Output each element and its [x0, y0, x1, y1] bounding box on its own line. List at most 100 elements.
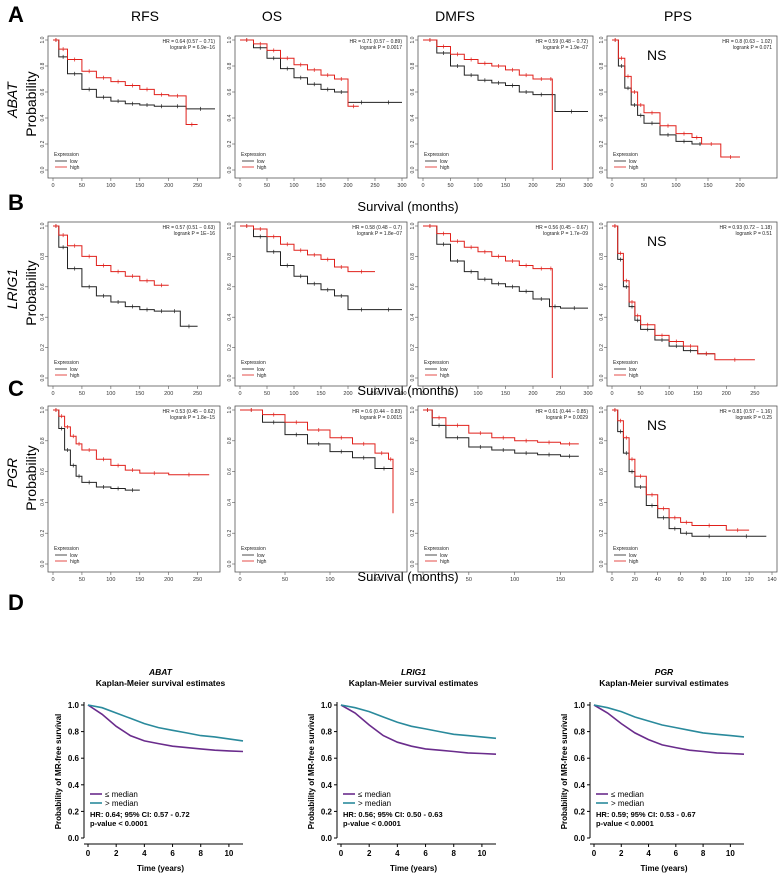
- y-tick-label: 0.4: [227, 314, 233, 321]
- y-tick-label: 0.6: [40, 88, 46, 95]
- x-tick-label: 50: [264, 183, 270, 189]
- legend-label-below-median: ≤ median: [358, 790, 391, 799]
- legend-label-low: low: [257, 367, 265, 373]
- y-tick-label: 0.2: [227, 344, 233, 351]
- legend-label-low: low: [257, 553, 265, 559]
- y-tick-label: 1.0: [599, 406, 605, 413]
- y-tick-label: 0.8: [599, 253, 605, 260]
- x-tick-label: 120: [745, 577, 754, 583]
- survival-axis-title-c: Survival (months): [357, 569, 459, 584]
- legend-title: Expression: [54, 546, 79, 552]
- y-tick-label: 1.0: [227, 222, 233, 229]
- x-tick-label: 0: [86, 849, 91, 858]
- y-tick-label: 1.0: [321, 701, 333, 710]
- plot-title: Kaplan-Meier survival estimates: [349, 678, 479, 688]
- y-tick-label: 0.4: [40, 314, 46, 321]
- x-tick-label: 100: [510, 577, 519, 583]
- x-tick-label: 250: [556, 183, 565, 189]
- y-axis-title: Probability of MR-free survival: [307, 714, 316, 830]
- legend-title: Expression: [424, 546, 449, 552]
- x-tick-label: 60: [678, 577, 684, 583]
- hazard-ratio-text: HR: 0.59; 95% CI: 0.53 - 0.67: [596, 810, 696, 819]
- x-axis-title: Time (years): [641, 864, 688, 873]
- column-head-os: OS: [261, 8, 283, 24]
- plot-title: Kaplan-Meier survival estimates: [96, 678, 226, 688]
- x-tick-label: 150: [501, 183, 510, 189]
- km-line-low: [240, 225, 402, 311]
- x-tick-label: 8: [452, 849, 457, 858]
- y-tick-label: 0.2: [599, 140, 605, 147]
- y-tick-label: 0.0: [227, 560, 233, 567]
- km-plot-b-pps: 0.0 0.2 0.4 0.6 0.8 1.0 0 50 100 150 200 250 HR = 0.…: [599, 221, 778, 397]
- legend-title: Expression: [424, 360, 449, 366]
- p-value-text: p-value < 0.0001: [596, 819, 654, 828]
- x-tick-label: 150: [316, 183, 325, 189]
- x-tick-label: 100: [665, 391, 674, 397]
- x-tick-label: 50: [447, 183, 453, 189]
- hazard-ratio-text: HR = 0.53 (0.45 − 0.62): [162, 409, 215, 415]
- x-tick-label: 150: [370, 577, 379, 583]
- y-tick-label: 1.0: [599, 222, 605, 229]
- legend-label-above-median: > median: [105, 799, 138, 808]
- legend-title: Expression: [424, 152, 449, 158]
- x-tick-label: 100: [325, 577, 334, 583]
- y-tick-label: 0.4: [321, 781, 333, 790]
- legend-label-high: high: [257, 559, 267, 565]
- y-tick-label: 0.6: [599, 468, 605, 475]
- y-tick-label: 0.2: [227, 140, 233, 147]
- x-tick-label: 50: [79, 183, 85, 189]
- y-tick-label: 1.0: [40, 36, 46, 43]
- y-tick-label: 0.0: [321, 834, 333, 843]
- km-plot-c-dmfs: 0.0 0.2 0.4 0.6 0.8 1.0 0 50 100 150 HR = 0.61 (0.…: [410, 405, 594, 583]
- x-tick-label: 150: [135, 577, 144, 583]
- legend-label-above-median: > median: [611, 799, 644, 808]
- km-line-high: [53, 39, 198, 125]
- x-tick-label: 40: [655, 577, 661, 583]
- y-tick-label: 0.6: [599, 88, 605, 95]
- legend-label-high: high: [440, 373, 450, 379]
- x-tick-label: 100: [473, 391, 482, 397]
- y-axis-title: Probability of MR-free survival: [54, 714, 63, 830]
- km-line-low: [53, 39, 215, 110]
- x-tick-label: 0: [238, 577, 241, 583]
- logrank-p-text: logrank P = 1.7e−09: [543, 231, 588, 237]
- x-tick-label: 0: [592, 849, 597, 858]
- y-tick-label: 0.4: [227, 499, 233, 506]
- x-tick-label: 150: [316, 391, 325, 397]
- y-tick-label: 0.4: [410, 114, 416, 121]
- legend-label-high: high: [257, 373, 267, 379]
- legend-label-low: low: [70, 367, 78, 373]
- hazard-ratio-text: HR = 0.58 (0.48 − 0.7): [352, 225, 402, 231]
- legend-label-below-median: ≤ median: [105, 790, 138, 799]
- y-tick-label: 0.2: [321, 807, 333, 816]
- legend-title: Expression: [613, 546, 638, 552]
- y-tick-label: 0.0: [599, 374, 605, 381]
- x-tick-label: 8: [199, 849, 204, 858]
- km-line-high: [612, 225, 755, 361]
- column-head-dmfs: DMFS: [435, 8, 475, 24]
- x-tick-label: 50: [282, 577, 288, 583]
- y-tick-label: 0.4: [227, 114, 233, 121]
- column-head-pps: PPS: [663, 8, 692, 24]
- plot-frame: [606, 221, 778, 387]
- not-significant-label: NS: [647, 417, 666, 433]
- x-tick-label: 10: [477, 849, 486, 858]
- y-tick-label: 0.0: [410, 560, 416, 567]
- x-tick-label: 300: [583, 391, 592, 397]
- hazard-ratio-text: HR = 0.56 (0.45 − 0.67): [535, 225, 588, 231]
- legend-label-high: high: [70, 165, 80, 171]
- legend-title: Expression: [54, 360, 79, 366]
- survival-axis-title-b: Survival (months): [357, 383, 459, 398]
- survival-line-below-median: [593, 704, 745, 755]
- km-line-high: [240, 225, 375, 273]
- hazard-ratio-text: HR: 0.64; 95% CI: 0.57 - 0.72: [90, 810, 190, 819]
- x-tick-label: 6: [674, 849, 679, 858]
- x-tick-label: 200: [528, 183, 537, 189]
- x-tick-label: 200: [343, 183, 352, 189]
- km-plot-a-os: 0.0 0.2 0.4 0.6 0.8 1.0 0 50 100 150 200 250 300 HR =…: [227, 35, 408, 189]
- x-tick-label: 200: [722, 391, 731, 397]
- x-tick-label: 150: [501, 391, 510, 397]
- x-tick-label: 150: [556, 577, 565, 583]
- x-tick-label: 2: [619, 849, 624, 858]
- plot-frame: [47, 405, 221, 573]
